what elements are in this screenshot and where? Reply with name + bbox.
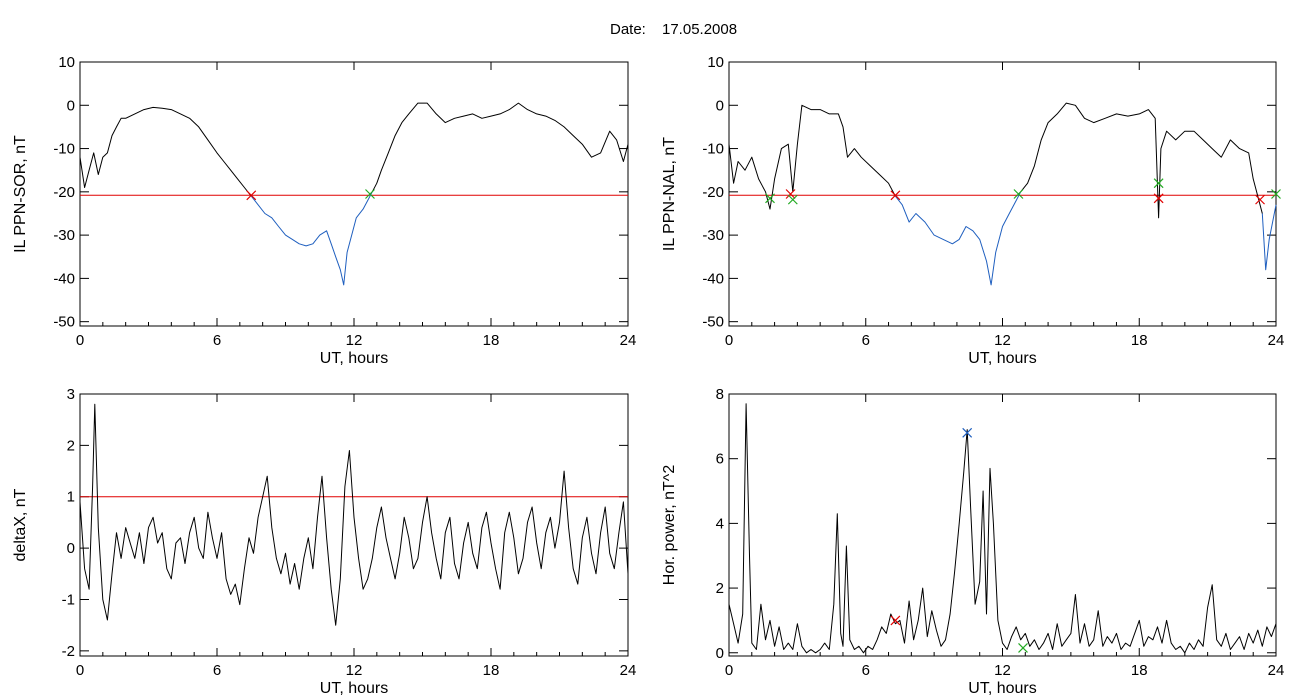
plot-frame bbox=[728, 393, 1277, 657]
y-tick-label: -40 bbox=[702, 270, 724, 287]
y-tick-label: 0 bbox=[716, 97, 724, 114]
x-tick-label: 18 bbox=[1131, 662, 1148, 679]
chart-panel-4: 0 6 12 18 24 8 6 4 2 0 UT, hours Hor. power, nT^2 bbox=[661, 386, 1284, 697]
x-tick-label: 12 bbox=[346, 662, 363, 679]
x-tick-label: 24 bbox=[620, 332, 637, 349]
x-marker bbox=[1018, 642, 1028, 653]
x-tick-label: 0 bbox=[76, 332, 84, 349]
x-tick-label: 0 bbox=[725, 332, 733, 349]
plot-frame bbox=[728, 61, 1277, 327]
series-line-1 bbox=[728, 104, 896, 210]
series-line-1 bbox=[728, 403, 1277, 654]
series-line-3 bbox=[1020, 102, 1263, 219]
x-tick-label: 24 bbox=[1268, 662, 1285, 679]
y-tick-label: 0 bbox=[67, 540, 75, 557]
x-marker bbox=[1255, 194, 1265, 205]
series-line-4 bbox=[1261, 204, 1277, 271]
y-tick-label: 3 bbox=[67, 386, 75, 403]
x-tick-label: 0 bbox=[725, 662, 733, 679]
y-tick-label: -50 bbox=[53, 314, 75, 331]
x-tick-label: 6 bbox=[862, 332, 870, 349]
chart-panel-1: 0 6 12 18 24 10 0 -10 -20 -30 -40 -50 UT, hours IL PP… bbox=[12, 54, 636, 367]
y-tick-label: 10 bbox=[707, 54, 724, 71]
x-marker bbox=[962, 427, 973, 438]
figure-title-date: 17.05.2008 bbox=[662, 21, 737, 38]
plot-frame bbox=[79, 393, 629, 657]
x-marker bbox=[765, 193, 775, 204]
x-tick-label: 18 bbox=[483, 332, 500, 349]
x-tick-label: 6 bbox=[213, 332, 221, 349]
figure-title-prefix: Date: bbox=[610, 21, 646, 38]
y-tick-label: 0 bbox=[716, 645, 724, 662]
y-axis-label: IL PPN-NAL, nT bbox=[661, 137, 678, 251]
x-tick-label: 24 bbox=[1268, 332, 1285, 349]
y-tick-label: 6 bbox=[716, 451, 724, 468]
y-axis-label: Hor. power, nT^2 bbox=[661, 465, 678, 586]
x-marker bbox=[890, 190, 901, 201]
y-tick-label: -2 bbox=[62, 643, 75, 660]
x-axis-label: UT, hours bbox=[320, 680, 388, 697]
x-axis-label: UT, hours bbox=[968, 680, 1036, 697]
x-tick-label: 18 bbox=[483, 662, 500, 679]
y-tick-label: 8 bbox=[716, 386, 724, 403]
y-tick-label: -20 bbox=[53, 184, 75, 201]
x-axis-label: UT, hours bbox=[968, 350, 1036, 367]
x-tick-label: 6 bbox=[862, 662, 870, 679]
series-line-2 bbox=[250, 191, 373, 286]
y-tick-label: -30 bbox=[702, 227, 724, 244]
chart-panel-3: 0 6 12 18 24 3 2 1 0 -1 -2 UT, hours deltaX, nT bbox=[12, 386, 636, 697]
series-line-1 bbox=[79, 403, 629, 626]
y-tick-label: -50 bbox=[702, 314, 724, 331]
x-marker bbox=[890, 615, 901, 626]
y-tick-label: 2 bbox=[716, 580, 724, 597]
y-axis-label: IL PPN-SOR, nT bbox=[12, 135, 29, 253]
x-tick-label: 12 bbox=[994, 662, 1011, 679]
x-marker bbox=[1013, 189, 1024, 199]
x-tick-label: 18 bbox=[1131, 332, 1148, 349]
y-tick-label: 0 bbox=[67, 97, 75, 114]
x-marker bbox=[1153, 193, 1164, 204]
chart-panel-2: 0 6 12 18 24 10 0 -10 -20 -30 -40 -50 UT, hours IL PP… bbox=[661, 54, 1284, 367]
x-axis-label: UT, hours bbox=[320, 350, 388, 367]
y-tick-label: 1 bbox=[67, 489, 75, 506]
y-tick-label: 2 bbox=[67, 437, 75, 454]
series-line-3 bbox=[371, 102, 629, 193]
x-marker bbox=[785, 189, 796, 199]
y-tick-label: -40 bbox=[53, 270, 75, 287]
y-tick-label: -10 bbox=[53, 141, 75, 158]
x-tick-label: 12 bbox=[994, 332, 1011, 349]
y-tick-label: -20 bbox=[702, 184, 724, 201]
x-marker bbox=[1153, 178, 1164, 189]
y-tick-label: 10 bbox=[58, 54, 75, 71]
x-tick-label: 6 bbox=[213, 662, 221, 679]
series-line-1 bbox=[79, 106, 252, 197]
x-marker bbox=[1271, 189, 1281, 199]
y-axis-label: deltaX, nT bbox=[12, 488, 29, 561]
x-tick-label: 0 bbox=[76, 662, 84, 679]
x-marker bbox=[246, 190, 257, 201]
x-marker bbox=[787, 194, 798, 205]
plot-frame bbox=[79, 61, 629, 327]
x-marker bbox=[365, 189, 375, 199]
x-tick-label: 12 bbox=[346, 332, 363, 349]
x-tick-label: 24 bbox=[620, 662, 637, 679]
y-tick-label: -30 bbox=[53, 227, 75, 244]
y-tick-label: -1 bbox=[62, 591, 75, 608]
y-tick-label: 4 bbox=[716, 515, 724, 532]
y-tick-label: -10 bbox=[702, 141, 724, 158]
series-line-2 bbox=[895, 191, 1022, 286]
